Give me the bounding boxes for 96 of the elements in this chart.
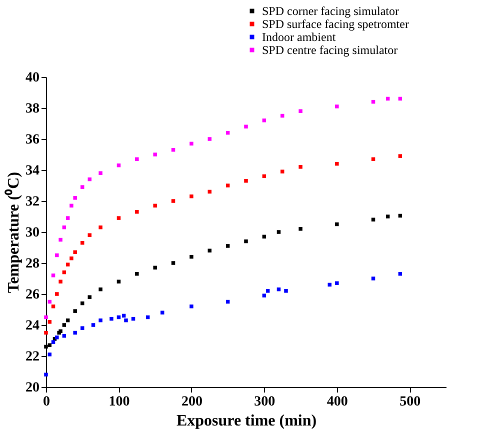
y-tick-label: 20 [26,380,40,396]
x-tick-label: 300 [254,394,276,410]
point [55,292,59,296]
point [190,194,194,198]
point [244,239,248,244]
point [280,170,284,174]
point [62,323,66,327]
point [208,248,212,252]
point [58,238,62,242]
point [51,274,56,278]
x-axis-title: Exposure time (min) [176,412,317,430]
y-tick-label: 26 [26,288,40,302]
point [153,152,157,156]
point [190,304,194,308]
x-tick-label: 200 [181,394,202,410]
point [298,165,302,169]
point [66,262,70,266]
point [88,295,92,299]
point [48,352,52,356]
point [55,336,59,340]
point [190,254,194,259]
point [160,310,164,314]
y-tick-label: 30 [26,226,40,240]
y-tick-label: 22 [26,350,40,364]
point [80,326,84,330]
point [66,216,70,220]
y-tick-label: 24 [26,318,40,334]
point [386,214,390,218]
point [208,137,212,141]
point [398,154,402,158]
point [44,315,48,320]
point [110,316,114,321]
x-tick-label: 400 [326,394,348,410]
x-tick-label: 100 [108,394,130,410]
point [135,272,139,276]
point [73,309,77,313]
point [171,261,176,265]
point [98,225,102,230]
x-tick-label: 0 [43,394,50,410]
point [335,222,339,226]
point [190,142,194,146]
point [226,244,230,248]
point [88,233,92,237]
point [244,124,248,128]
point [116,280,121,284]
point [335,162,339,166]
point [44,372,48,376]
point [98,171,102,175]
legend-label: SPD surface facing spetromter [262,17,409,31]
point [135,210,139,214]
point [276,230,281,234]
point [73,330,77,335]
y-axis-title: Temperature (⁰C) [4,172,22,294]
point [124,318,128,322]
point [153,266,157,270]
point [51,304,56,308]
point [98,287,102,292]
legend-label: SPD corner facing simulator [262,4,399,18]
y-tick-label: 38 [26,102,40,116]
y-tick-label: 32 [26,194,40,210]
point [51,340,56,344]
point [335,104,339,108]
point [91,323,96,327]
x-tick-label: 500 [400,394,421,410]
point [58,280,62,284]
point [70,256,74,260]
point [73,250,77,254]
y-tick-label: 40 [26,70,40,86]
legend-label: SPD centre facing simulator [262,43,398,57]
point [70,204,74,208]
point [44,344,48,349]
point [371,276,376,280]
point [55,253,59,258]
point [98,318,102,322]
legend-label: Indoor ambient [262,30,336,44]
point [371,218,376,222]
y-tick-label: 28 [26,256,40,272]
point [73,196,77,200]
point [335,281,339,286]
point [44,330,48,335]
point [244,178,248,183]
point [298,227,302,231]
y-tick-label: 34 [26,164,40,178]
point [226,184,230,188]
point [262,294,266,298]
point [171,199,176,203]
point [80,185,84,189]
point [116,216,121,220]
point [135,157,139,162]
point [266,289,270,293]
point [298,109,302,113]
point [48,320,52,324]
point [284,289,288,293]
point [153,204,157,208]
y-tick-label: 36 [26,132,40,148]
point [262,118,266,122]
